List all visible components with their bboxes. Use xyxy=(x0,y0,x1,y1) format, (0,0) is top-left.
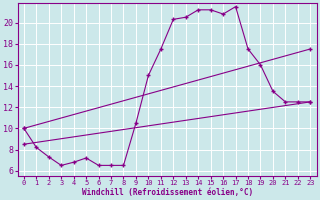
X-axis label: Windchill (Refroidissement éolien,°C): Windchill (Refroidissement éolien,°C) xyxy=(82,188,253,197)
